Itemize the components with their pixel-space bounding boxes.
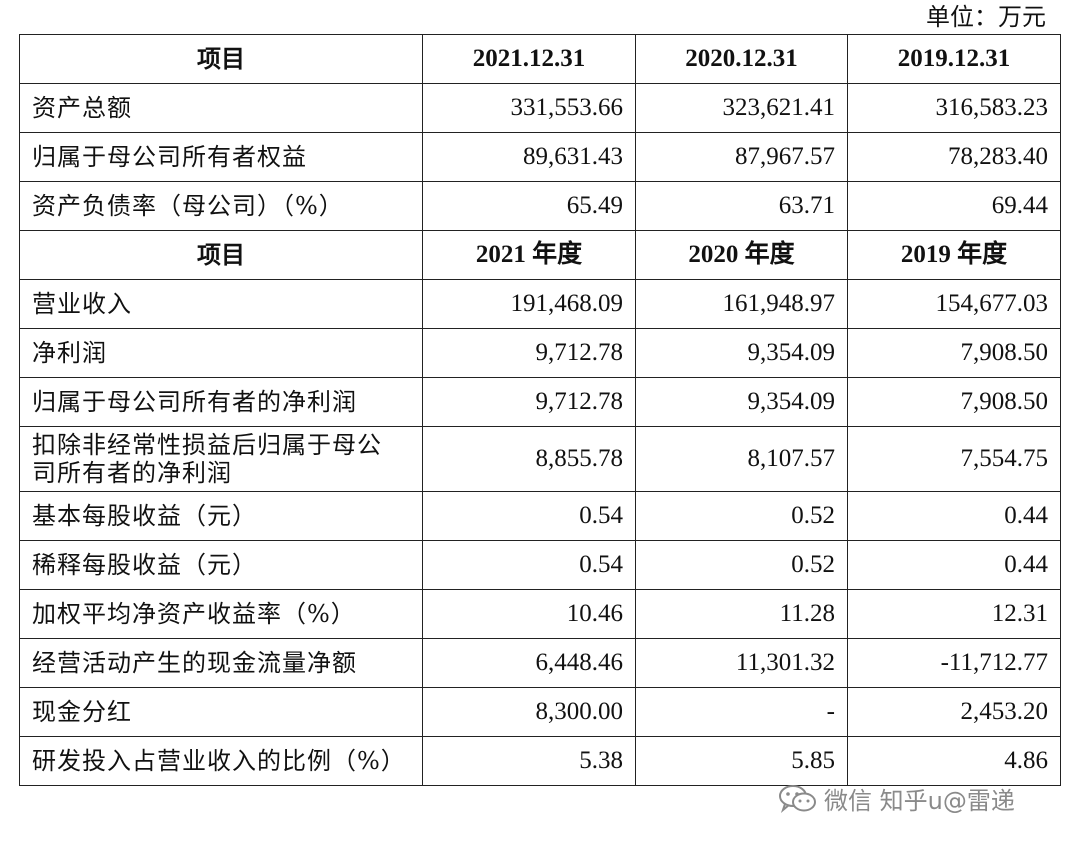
cell-value: 9,712.78 — [422, 328, 636, 378]
cell-value: 7,554.75 — [847, 426, 1061, 492]
cell-value: 63.71 — [635, 181, 848, 231]
header-2020-12-31: 2020.12.31 — [635, 34, 848, 84]
financial-summary-table: 项目 2021.12.31 2020.12.31 2019.12.31 资产总额… — [19, 34, 1061, 786]
row-label: 净利润 — [19, 328, 423, 378]
row-label: 现金分红 — [19, 687, 423, 737]
cell-value: 0.44 — [847, 540, 1061, 590]
row-label-line-2: 司所有者的净利润 — [32, 459, 232, 487]
cell-value: 8,855.78 — [422, 426, 636, 492]
cell-value: 8,300.00 — [422, 687, 636, 737]
cell-value: 89,631.43 — [422, 132, 636, 182]
income-header-row: 项目 2021 年度 2020 年度 2019 年度 — [19, 230, 1061, 280]
row-label: 资产负债率（母公司）（%） — [19, 181, 423, 231]
cell-value: 8,107.57 — [635, 426, 848, 492]
cell-value: 11.28 — [635, 589, 848, 639]
cell-value: 12.31 — [847, 589, 1061, 639]
cell-value: 0.54 — [422, 491, 636, 541]
row-label: 稀释每股收益（元） — [19, 540, 423, 590]
cell-value: 323,621.41 — [635, 83, 848, 133]
balance-header-row: 项目 2021.12.31 2020.12.31 2019.12.31 — [19, 34, 1061, 84]
header-2021: 2021 年度 — [422, 230, 636, 280]
cell-value: 161,948.97 — [635, 279, 848, 329]
cell-value: 5.38 — [422, 736, 636, 786]
cell-value: 2,453.20 — [847, 687, 1061, 737]
wechat-icon — [778, 784, 818, 814]
cell-value: 9,712.78 — [422, 377, 636, 427]
cell-value: 0.44 — [847, 491, 1061, 541]
header-item: 项目 — [19, 34, 423, 84]
cell-value: 9,354.09 — [635, 328, 848, 378]
header-2019-12-31: 2019.12.31 — [847, 34, 1061, 84]
cell-value: 7,908.50 — [847, 377, 1061, 427]
watermark: 微信 知乎u@雷递 — [778, 781, 1015, 816]
row-label: 归属于母公司所有者的净利润 — [19, 377, 423, 427]
cell-value: 78,283.40 — [847, 132, 1061, 182]
table-row: 净利润 9,712.78 9,354.09 7,908.50 — [19, 328, 1061, 378]
table-row: 扣除非经常性损益后归属于母公 司所有者的净利润 8,855.78 8,107.5… — [19, 426, 1061, 492]
table-row: 归属于母公司所有者权益 89,631.43 87,967.57 78,283.4… — [19, 132, 1061, 182]
row-label: 归属于母公司所有者权益 — [19, 132, 423, 182]
table-row: 资产负债率（母公司）（%） 65.49 63.71 69.44 — [19, 181, 1061, 231]
cell-value: 191,468.09 — [422, 279, 636, 329]
cell-value: 154,677.03 — [847, 279, 1061, 329]
row-label: 加权平均净资产收益率（%） — [19, 589, 423, 639]
row-label: 研发投入占营业收入的比例（%） — [19, 736, 423, 786]
cell-value: 0.54 — [422, 540, 636, 590]
cell-value: 9,354.09 — [635, 377, 848, 427]
cell-value: 87,967.57 — [635, 132, 848, 182]
cell-value: 69.44 — [847, 181, 1061, 231]
row-label: 资产总额 — [19, 83, 423, 133]
cell-value: 7,908.50 — [847, 328, 1061, 378]
cell-value: 11,301.32 — [635, 638, 848, 688]
table-row: 经营活动产生的现金流量净额 6,448.46 11,301.32 -11,712… — [19, 638, 1061, 688]
header-2019: 2019 年度 — [847, 230, 1061, 280]
row-label: 基本每股收益（元） — [19, 491, 423, 541]
table-row: 归属于母公司所有者的净利润 9,712.78 9,354.09 7,908.50 — [19, 377, 1061, 427]
header-2021-12-31: 2021.12.31 — [422, 34, 636, 84]
cell-value: 0.52 — [635, 491, 848, 541]
cell-value: -11,712.77 — [847, 638, 1061, 688]
row-label-line-1: 扣除非经常性损益后归属于母公 — [32, 431, 382, 459]
cell-value: 10.46 — [422, 589, 636, 639]
header-item: 项目 — [19, 230, 423, 280]
unit-label: 单位：万元 — [926, 3, 1046, 31]
row-label: 扣除非经常性损益后归属于母公 司所有者的净利润 — [19, 426, 423, 492]
cell-value: 5.85 — [635, 736, 848, 786]
cell-value: - — [635, 687, 848, 737]
row-label: 经营活动产生的现金流量净额 — [19, 638, 423, 688]
table-row: 资产总额 331,553.66 323,621.41 316,583.23 — [19, 83, 1061, 133]
table-row: 基本每股收益（元） 0.54 0.52 0.44 — [19, 491, 1061, 541]
table-row: 加权平均净资产收益率（%） 10.46 11.28 12.31 — [19, 589, 1061, 639]
cell-value: 4.86 — [847, 736, 1061, 786]
table-row: 研发投入占营业收入的比例（%） 5.38 5.85 4.86 — [19, 736, 1061, 786]
table-row: 稀释每股收益（元） 0.54 0.52 0.44 — [19, 540, 1061, 590]
cell-value: 0.52 — [635, 540, 848, 590]
table-row: 现金分红 8,300.00 - 2,453.20 — [19, 687, 1061, 737]
table-row: 营业收入 191,468.09 161,948.97 154,677.03 — [19, 279, 1061, 329]
header-2020: 2020 年度 — [635, 230, 848, 280]
cell-value: 331,553.66 — [422, 83, 636, 133]
cell-value: 316,583.23 — [847, 83, 1061, 133]
cell-value: 6,448.46 — [422, 638, 636, 688]
cell-value: 65.49 — [422, 181, 636, 231]
watermark-text: 微信 知乎u@雷递 — [824, 787, 1015, 815]
row-label: 营业收入 — [19, 279, 423, 329]
